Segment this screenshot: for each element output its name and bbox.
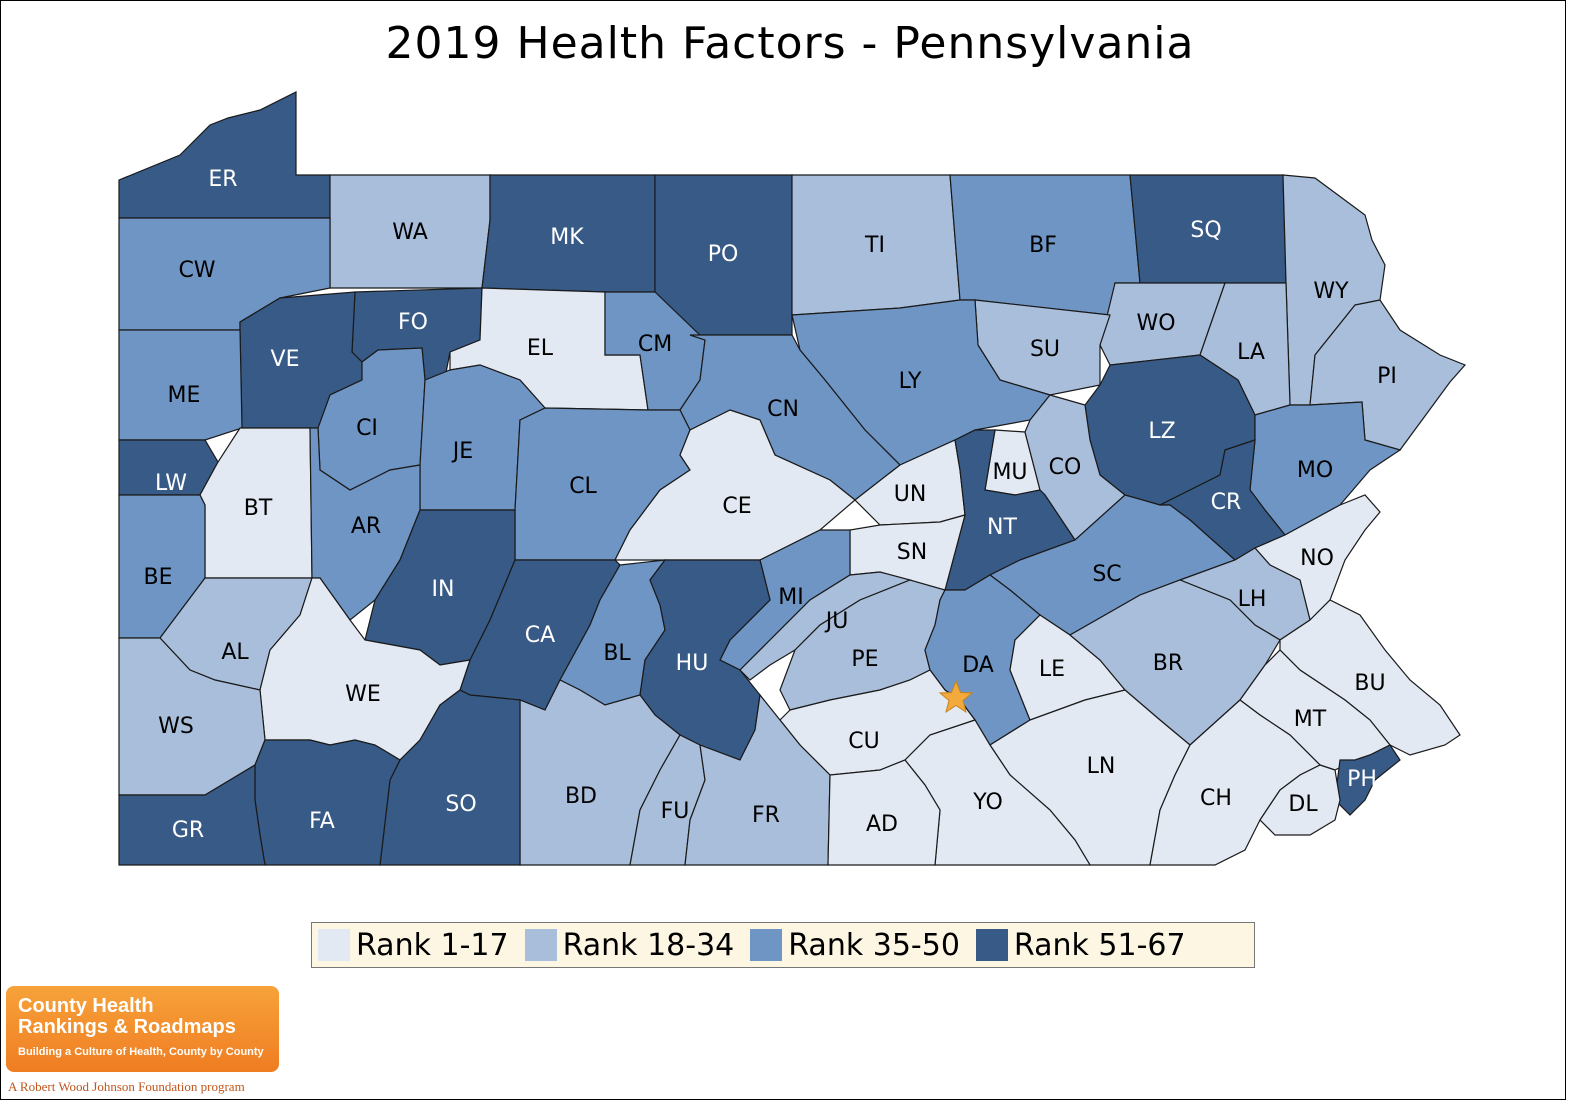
county-label-no: NO [1300, 546, 1334, 571]
county-label-sn: SN [897, 540, 927, 565]
county-label-pi: PI [1377, 364, 1397, 389]
county-label-cu: CU [848, 729, 879, 754]
county-label-ju: JU [824, 609, 849, 634]
county-label-mi: MI [778, 585, 803, 610]
chr-logo[interactable]: County Health Rankings & Roadmaps Buildi… [6, 986, 279, 1072]
county-label-la: LA [1237, 340, 1265, 365]
county-label-cr: CR [1211, 490, 1242, 515]
county-label-fa: FA [309, 809, 335, 834]
county-label-bu: BU [1354, 671, 1385, 696]
legend-item-rank-1-17: Rank 1-17 [318, 928, 509, 963]
county-label-le: LE [1039, 657, 1065, 682]
county-label-el: EL [527, 336, 554, 361]
counties-layer [118, 91, 1467, 866]
county-label-fo: FO [398, 310, 428, 335]
legend: Rank 1-17 Rank 18-34 Rank 35-50 Rank 51-… [311, 922, 1255, 968]
county-label-su: SU [1030, 337, 1060, 362]
county-label-er: ER [208, 167, 237, 192]
county-me[interactable] [118, 329, 243, 441]
county-label-me: ME [168, 383, 201, 408]
legend-item-rank-51-67: Rank 51-67 [975, 927, 1186, 963]
county-label-fu: FU [661, 799, 690, 824]
county-label-we: WE [345, 682, 381, 707]
legend-label: Rank 18-34 [562, 927, 735, 963]
county-label-mu: MU [992, 460, 1027, 485]
county-label-ln: LN [1087, 754, 1116, 779]
county-label-sq: SQ [1190, 218, 1221, 243]
county-label-pe: PE [851, 647, 878, 672]
county-label-ca: CA [525, 623, 555, 648]
county-label-al: AL [221, 640, 249, 665]
county-label-bt: BT [244, 496, 273, 521]
logo-line1: County Health [18, 995, 154, 1017]
county-label-nt: NT [987, 515, 1017, 540]
county-label-cn: CN [767, 397, 799, 422]
county-label-ly: LY [899, 369, 922, 394]
legend-label: Rank 51-67 [1013, 927, 1186, 963]
county-label-ws: WS [158, 714, 194, 739]
county-label-wo: WO [1136, 311, 1175, 336]
county-label-mt: MT [1294, 707, 1327, 732]
county-label-mk: MK [550, 225, 584, 250]
county-label-sc: SC [1092, 562, 1121, 587]
county-ph[interactable] [1334, 744, 1401, 816]
county-label-bf: BF [1029, 233, 1057, 258]
county-label-ci: CI [356, 416, 378, 441]
county-label-in: IN [432, 577, 455, 602]
county-label-lw: LW [155, 471, 187, 496]
map-title: 2019 Health Factors - Pennsylvania [385, 18, 1195, 69]
county-label-da: DA [962, 653, 994, 678]
county-label-je: JE [451, 439, 473, 464]
labels-layer: ER WA MK PO TI BF SQ WY CW FO EL CM WO LA PI VE SU ME LY CN… [144, 167, 1397, 843]
county-label-wa: WA [392, 220, 428, 245]
legend-swatch [975, 929, 1008, 961]
county-label-fr: FR [752, 803, 780, 828]
county-label-cl: CL [569, 474, 597, 499]
county-er[interactable] [118, 91, 331, 219]
county-label-po: PO [708, 242, 739, 267]
county-label-lz: LZ [1148, 419, 1175, 444]
county-label-wy: WY [1313, 279, 1349, 304]
county-label-un: UN [894, 482, 927, 507]
county-label-cm: CM [638, 332, 672, 357]
legend-label: Rank 35-50 [788, 927, 960, 963]
county-label-ar: AR [351, 514, 381, 539]
county-label-ad: AD [866, 812, 898, 837]
county-label-lh: LH [1238, 587, 1267, 612]
county-label-ce: CE [722, 494, 751, 519]
county-label-dl: DL [1288, 792, 1318, 817]
county-pi[interactable] [1309, 299, 1467, 451]
county-label-yo: YO [972, 790, 1003, 815]
county-label-ti: TI [864, 233, 885, 258]
legend-swatch [524, 929, 557, 961]
legend-label: Rank 1-17 [356, 927, 509, 963]
logo-tagline: Building a Culture of Health, County by … [18, 1046, 264, 1058]
county-fa[interactable] [254, 739, 401, 866]
legend-item-rank-35-50: Rank 35-50 [750, 928, 960, 963]
county-dl[interactable] [1259, 764, 1341, 836]
logo-line2: Rankings & Roadmaps [18, 1016, 236, 1038]
legend-swatch [750, 929, 783, 961]
county-label-ph: PH [1347, 767, 1377, 792]
legend-item-rank-18-34: Rank 18-34 [524, 927, 735, 963]
county-label-gr: GR [172, 818, 204, 843]
county-label-cw: CW [178, 258, 215, 283]
county-label-ve: VE [271, 347, 300, 372]
county-gr[interactable] [118, 763, 266, 866]
county-label-br: BR [1153, 651, 1183, 676]
capital-star-icon [938, 679, 974, 714]
county-label-bl: BL [603, 641, 631, 666]
county-ad[interactable] [827, 759, 941, 866]
county-label-be: BE [144, 565, 173, 590]
rwjf-program-text: A Robert Wood Johnson Foundation program [8, 1079, 245, 1094]
county-label-bd: BD [565, 784, 597, 809]
legend-swatch [318, 929, 350, 961]
county-label-mo: MO [1297, 458, 1333, 483]
county-label-ch: CH [1200, 786, 1232, 811]
county-label-co: CO [1049, 455, 1082, 480]
county-label-so: SO [445, 792, 476, 817]
county-label-hu: HU [676, 651, 709, 676]
